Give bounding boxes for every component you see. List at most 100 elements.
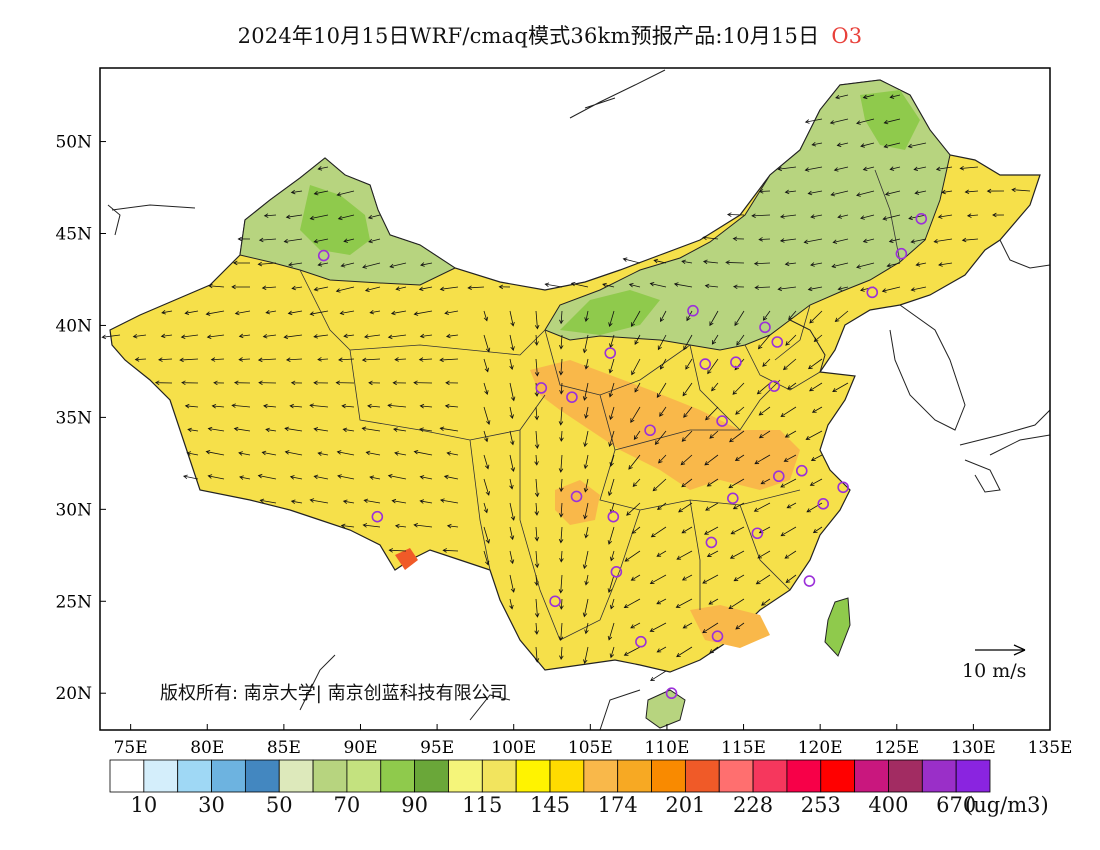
wind-vector bbox=[339, 310, 355, 316]
wind-vector bbox=[910, 238, 927, 244]
wind-vector bbox=[659, 406, 667, 417]
wind-vector bbox=[915, 262, 927, 267]
hainan-island bbox=[645, 689, 686, 729]
station-marker bbox=[730, 356, 742, 369]
wind-vector bbox=[631, 310, 641, 327]
wind-vector bbox=[733, 574, 745, 582]
wind-vector bbox=[933, 238, 953, 244]
wind-vector bbox=[558, 526, 564, 544]
x-tick-label: 85E bbox=[267, 738, 301, 758]
wind-vector bbox=[860, 214, 875, 220]
wind-vector bbox=[654, 430, 667, 445]
colorbar-swatch bbox=[752, 759, 788, 793]
wind-vector bbox=[211, 403, 225, 409]
colorbar-swatch bbox=[143, 759, 179, 793]
wind-vector bbox=[289, 475, 303, 480]
wind-vector bbox=[534, 334, 539, 346]
coastline-korea bbox=[889, 304, 966, 431]
wind-vector bbox=[680, 454, 693, 466]
station-marker bbox=[895, 247, 908, 260]
wind-vector bbox=[483, 502, 489, 514]
wind-vector bbox=[263, 403, 277, 409]
station-marker bbox=[705, 536, 718, 549]
station-marker bbox=[549, 595, 561, 608]
wind-vector bbox=[836, 142, 849, 147]
wind-vector bbox=[682, 622, 693, 629]
wind-vector bbox=[288, 262, 303, 267]
wind-vector bbox=[678, 502, 693, 513]
wind-vector bbox=[656, 382, 667, 398]
wind-vector bbox=[210, 357, 225, 362]
wind-vector bbox=[559, 310, 564, 325]
province-borders bbox=[299, 169, 901, 641]
wind-vector bbox=[418, 357, 433, 362]
wind-vector bbox=[706, 478, 719, 487]
x-tick-label: 105E bbox=[568, 738, 613, 758]
wind-vector bbox=[558, 502, 564, 518]
wind-vector bbox=[337, 474, 355, 480]
wind-vector bbox=[780, 478, 797, 488]
wind-vector bbox=[602, 282, 615, 288]
wind-vector bbox=[783, 454, 797, 462]
wind-vector bbox=[584, 406, 589, 419]
wind-vector bbox=[394, 523, 407, 529]
wind-vector bbox=[682, 382, 693, 397]
wind-vector bbox=[702, 622, 719, 634]
wind-vector bbox=[261, 450, 277, 456]
colorbar-swatch bbox=[583, 759, 619, 793]
wind-vector bbox=[187, 427, 199, 433]
wind-vector bbox=[184, 403, 199, 409]
wind-vector bbox=[757, 334, 771, 350]
wind-vector bbox=[632, 478, 641, 487]
wind-vector bbox=[509, 430, 515, 446]
wind-vector bbox=[317, 451, 329, 456]
wind-vector bbox=[804, 166, 823, 172]
wind-vector bbox=[342, 499, 355, 504]
wind-vector bbox=[559, 550, 564, 563]
wind-vector bbox=[992, 212, 1005, 218]
station-marker bbox=[635, 635, 647, 648]
wind-vector bbox=[239, 475, 251, 480]
wind-vector bbox=[785, 574, 797, 583]
station-marker bbox=[570, 490, 583, 503]
wind-vector bbox=[813, 334, 823, 342]
wind-vector bbox=[498, 284, 511, 290]
wind-vector bbox=[559, 478, 564, 493]
wind-vector bbox=[608, 310, 615, 328]
wind-vector bbox=[758, 430, 771, 439]
wind-vector bbox=[681, 574, 693, 581]
wind-vector bbox=[649, 281, 667, 288]
wind-vector bbox=[608, 382, 615, 398]
wind-vector bbox=[886, 262, 901, 268]
wind-vector bbox=[837, 286, 849, 291]
wind-vector bbox=[702, 235, 719, 240]
wind-vector bbox=[735, 406, 745, 415]
station-marker bbox=[727, 492, 739, 505]
station-marker bbox=[535, 382, 548, 394]
wind-vector bbox=[445, 333, 459, 339]
wind-vector bbox=[534, 598, 540, 618]
wind-vector bbox=[362, 523, 381, 528]
colorbar-swatch bbox=[177, 759, 212, 793]
wind-vector bbox=[607, 622, 615, 641]
wind-vector bbox=[419, 427, 433, 432]
station-marker bbox=[687, 304, 699, 317]
wind-vector bbox=[860, 142, 875, 148]
wind-vector bbox=[238, 333, 251, 339]
wind-vector bbox=[914, 190, 927, 195]
station-marker bbox=[610, 566, 623, 578]
x-tick-label: 125E bbox=[874, 738, 919, 758]
wind-vector bbox=[686, 310, 693, 322]
wind-vector bbox=[754, 285, 771, 290]
wind-vector bbox=[910, 286, 927, 292]
wind-vector bbox=[732, 382, 745, 395]
wind-vector bbox=[285, 357, 303, 362]
wind-vector bbox=[439, 357, 459, 363]
wind-vector bbox=[732, 502, 745, 510]
y-tick-label: 25N bbox=[55, 592, 92, 612]
colorbar-label: 400 bbox=[868, 793, 909, 817]
wind-vector bbox=[154, 380, 173, 386]
colorbar-label: 90 bbox=[401, 793, 428, 817]
wind-vector bbox=[726, 212, 745, 217]
